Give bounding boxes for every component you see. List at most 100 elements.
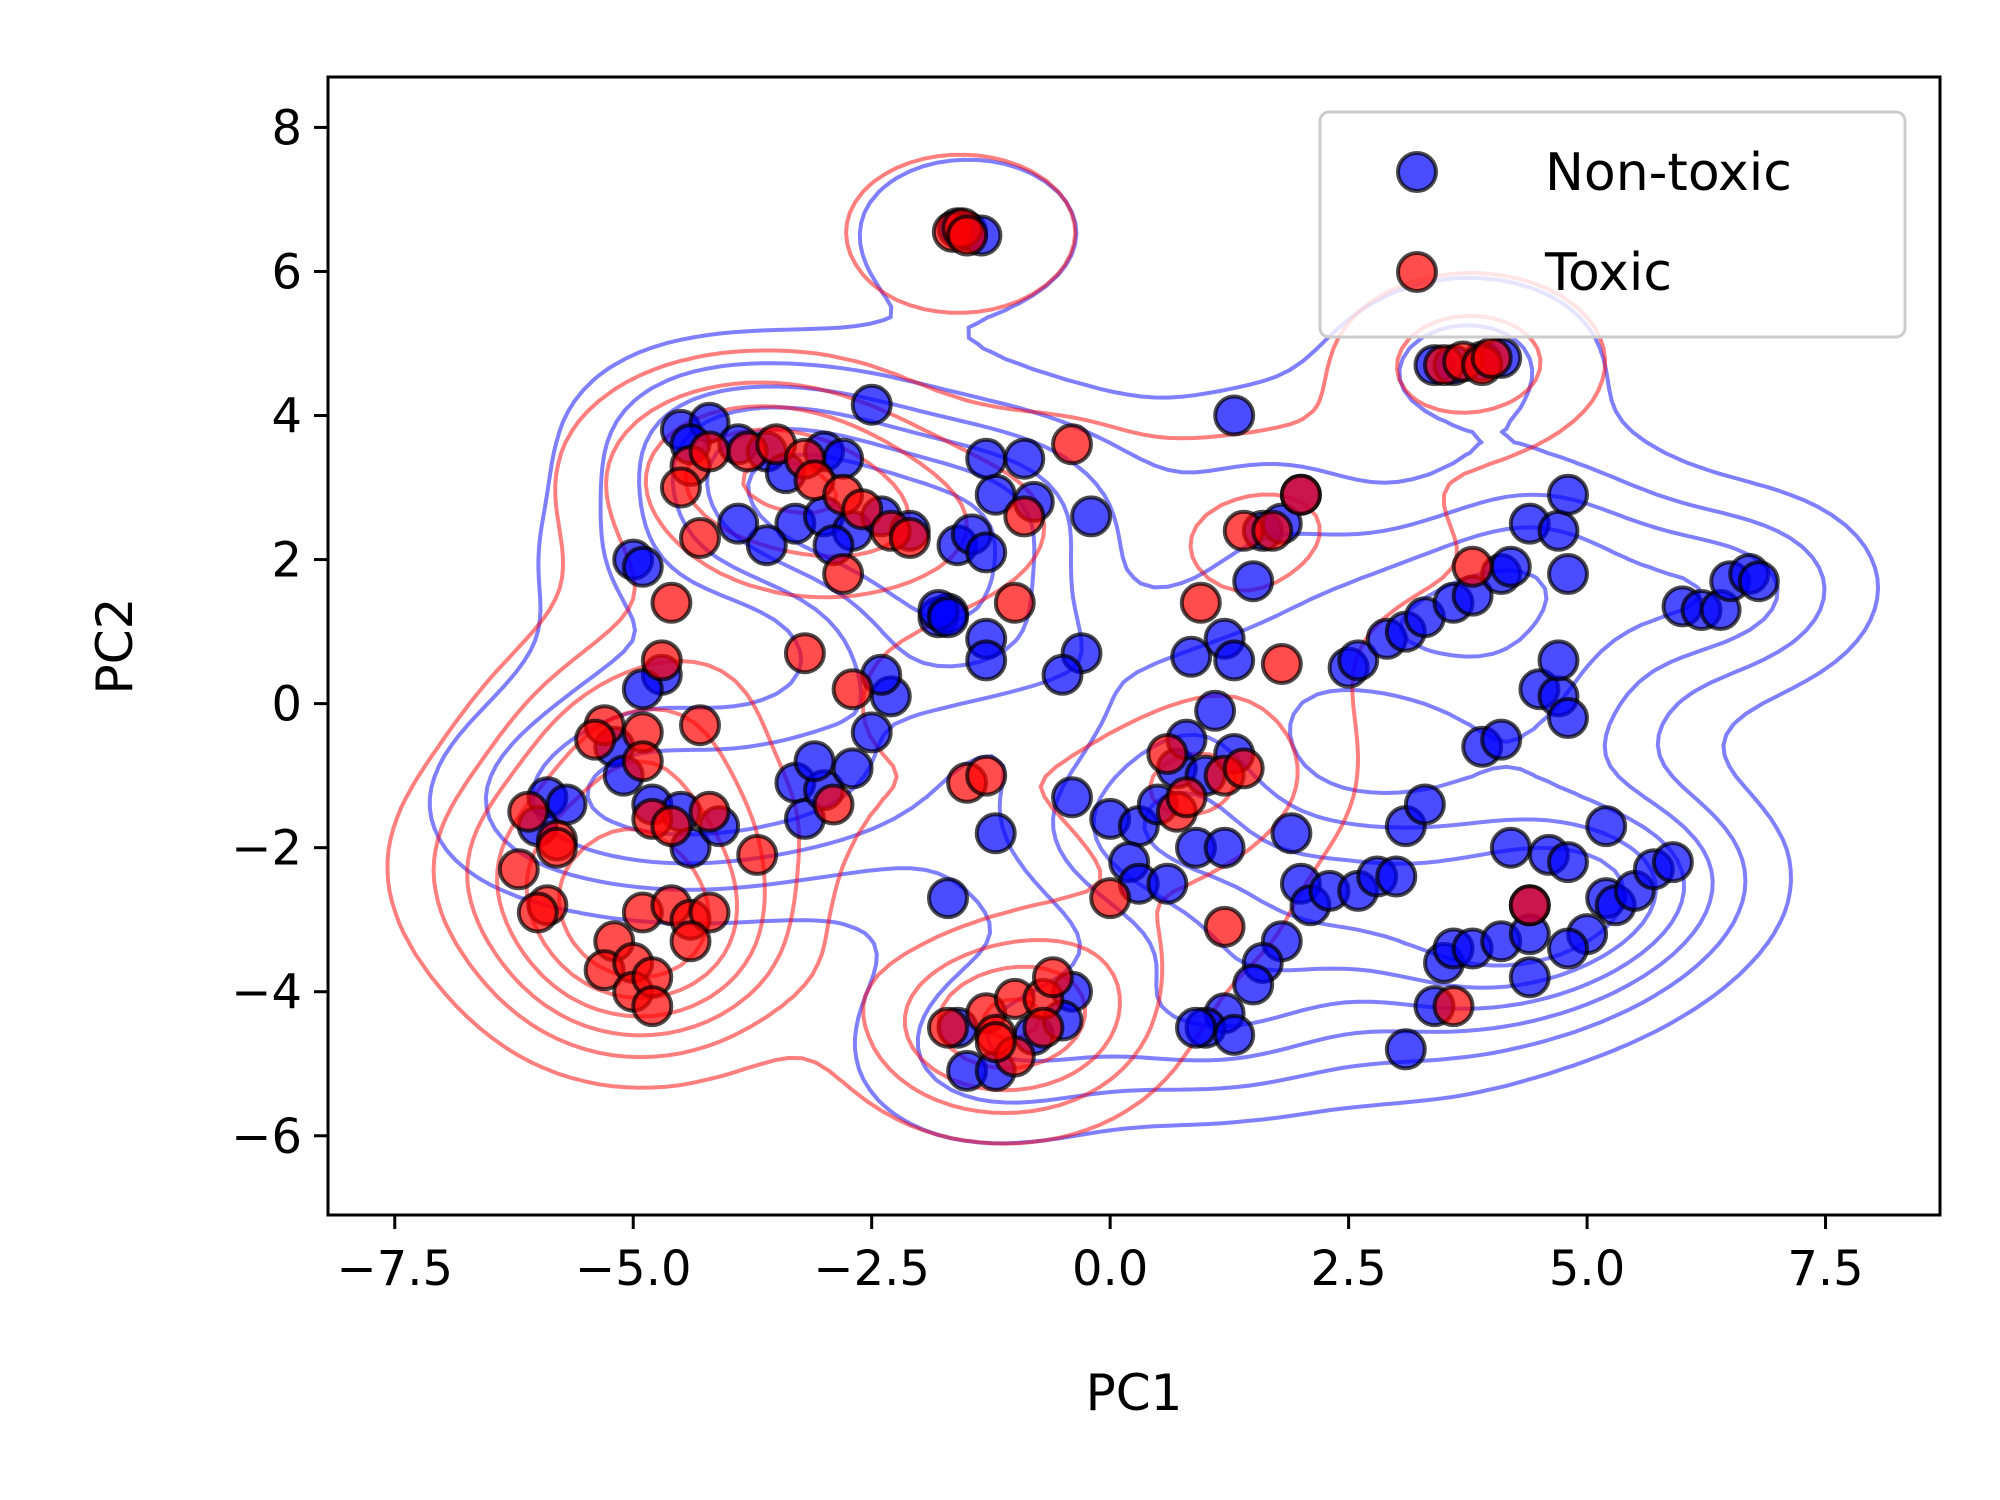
legend-label-toxic: Toxic bbox=[1544, 243, 1672, 303]
toxic-point bbox=[640, 639, 683, 682]
plot-frame bbox=[326, 75, 1942, 1217]
toxic-point bbox=[888, 517, 931, 559]
x-tick-label: 2.5 bbox=[1310, 1241, 1386, 1297]
non-toxic-point bbox=[1547, 697, 1589, 739]
non-toxic-point bbox=[927, 596, 969, 639]
toxic-point bbox=[1179, 581, 1222, 624]
toxic-point bbox=[1432, 985, 1475, 1028]
non-toxic-point bbox=[1547, 841, 1589, 884]
non-toxic-point bbox=[1537, 639, 1580, 682]
toxic-point bbox=[535, 826, 578, 869]
series-toxic-points bbox=[497, 207, 1551, 1078]
legend-marker-non-toxic bbox=[1396, 151, 1438, 193]
toxic-point bbox=[1222, 747, 1265, 790]
non-toxic-point bbox=[1547, 473, 1589, 516]
non-toxic-point bbox=[1232, 963, 1275, 1006]
non-toxic-point bbox=[1547, 927, 1589, 970]
x-tick-label: −7.5 bbox=[336, 1241, 453, 1297]
toxic-point bbox=[1003, 495, 1046, 538]
toxic-point bbox=[783, 632, 826, 675]
non-toxic-point bbox=[1585, 805, 1628, 848]
non-toxic-point bbox=[1146, 862, 1189, 905]
x-tick-label: 7.5 bbox=[1787, 1241, 1863, 1297]
y-tick-label: 0 bbox=[271, 677, 302, 733]
non-toxic-point bbox=[621, 668, 664, 711]
non-toxic-point bbox=[793, 740, 836, 783]
non-toxic-point bbox=[1041, 653, 1084, 696]
toxic-point bbox=[688, 891, 731, 934]
x-tick-label: −5.0 bbox=[575, 1241, 692, 1297]
toxic-point bbox=[841, 488, 884, 531]
non-toxic-point bbox=[1547, 553, 1589, 595]
toxic-point bbox=[650, 805, 693, 848]
toxic-point bbox=[1165, 776, 1208, 819]
toxic-point bbox=[1279, 473, 1322, 516]
toxic-point bbox=[812, 783, 855, 826]
toxic-point bbox=[669, 920, 712, 963]
x-tick-label: 0.0 bbox=[1072, 1241, 1148, 1297]
toxic-point bbox=[516, 891, 559, 934]
toxic-point bbox=[1508, 884, 1551, 927]
toxic-point bbox=[993, 581, 1036, 624]
non-toxic-point bbox=[1003, 437, 1046, 480]
toxic-point bbox=[1146, 733, 1189, 775]
y-tick-label: −4 bbox=[231, 965, 302, 1021]
legend-label-non-toxic: Non-toxic bbox=[1545, 143, 1792, 203]
toxic-point bbox=[1022, 1006, 1065, 1049]
non-toxic-point bbox=[1508, 956, 1551, 999]
toxic-point bbox=[688, 790, 731, 833]
non-toxic-point bbox=[1375, 855, 1418, 898]
toxic-point bbox=[1451, 545, 1494, 588]
non-toxic-point bbox=[1213, 639, 1256, 682]
non-toxic-point bbox=[1194, 689, 1237, 732]
non-toxic-point bbox=[717, 502, 760, 545]
non-toxic-point bbox=[1051, 776, 1093, 819]
toxic-point bbox=[688, 430, 731, 473]
non-toxic-point bbox=[850, 711, 893, 754]
non-toxic-point bbox=[965, 639, 1008, 682]
toxic-point bbox=[679, 517, 721, 559]
non-toxic-point bbox=[965, 531, 1008, 574]
y-tick-label: −2 bbox=[231, 821, 302, 877]
x-axis-label: PC1 bbox=[1086, 1364, 1183, 1422]
toxic-point bbox=[822, 553, 865, 595]
toxic-point bbox=[631, 985, 674, 1028]
non-toxic-point bbox=[1213, 1013, 1256, 1056]
legend-box bbox=[1318, 110, 1907, 339]
y-axis-ticks: −6 −4 −2 0 2 4 6 8 bbox=[231, 100, 328, 1165]
x-tick-label: −2.5 bbox=[813, 1241, 930, 1297]
non-toxic-point bbox=[965, 437, 1008, 480]
non-toxic-point bbox=[1737, 560, 1780, 603]
non-toxic-point bbox=[745, 524, 788, 567]
toxic-point bbox=[927, 1006, 969, 1049]
x-axis-ticks: −7.5 −5.0 −2.5 0.0 2.5 5.0 7.5 bbox=[336, 1215, 1864, 1297]
y-tick-label: −6 bbox=[231, 1109, 302, 1165]
y-tick-label: 8 bbox=[271, 100, 302, 156]
non-toxic-point bbox=[1203, 826, 1246, 869]
non-toxic-point bbox=[1337, 639, 1380, 682]
y-axis-label: PC2 bbox=[86, 598, 144, 695]
non-toxic-point bbox=[1213, 394, 1256, 437]
non-toxic-point bbox=[927, 877, 969, 920]
non-toxic-point bbox=[1537, 509, 1580, 552]
toxic-point bbox=[974, 1021, 1017, 1064]
toxic-point bbox=[497, 848, 540, 891]
non-toxic-point bbox=[1232, 560, 1275, 603]
toxic-point bbox=[1251, 509, 1294, 552]
toxic-point bbox=[507, 790, 550, 833]
toxic-point bbox=[1203, 905, 1246, 948]
non-toxic-point bbox=[850, 383, 893, 426]
non-toxic-point bbox=[1651, 841, 1694, 884]
non-toxic-point bbox=[831, 747, 874, 790]
non-toxic-point bbox=[1270, 812, 1313, 855]
non-toxic-point bbox=[974, 812, 1017, 855]
y-tick-label: 2 bbox=[271, 533, 302, 589]
toxic-point bbox=[650, 581, 693, 624]
legend-marker-toxic bbox=[1396, 251, 1438, 293]
toxic-point bbox=[1031, 956, 1074, 999]
toxic-point bbox=[1051, 423, 1093, 466]
legend: Non-toxic Toxic bbox=[1318, 110, 1907, 339]
toxic-point bbox=[659, 466, 702, 509]
non-toxic-point bbox=[1489, 826, 1532, 869]
